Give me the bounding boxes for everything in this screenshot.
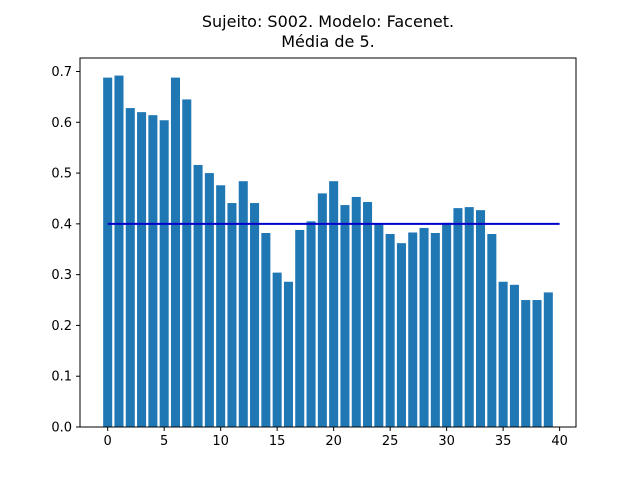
chart-title-line-2: Média de 5. bbox=[281, 32, 375, 51]
y-tick-label-0.5: 0.5 bbox=[51, 167, 72, 182]
x-tick-label-5: 5 bbox=[160, 434, 168, 449]
y-tick-label-0.6: 0.6 bbox=[51, 116, 72, 131]
x-tick-label-35: 35 bbox=[495, 434, 512, 449]
plot-frame bbox=[79, 57, 577, 428]
bar-25 bbox=[385, 234, 395, 427]
bar-8 bbox=[193, 164, 203, 428]
bar-27 bbox=[408, 232, 418, 427]
bar-19 bbox=[317, 193, 327, 427]
x-tick-label-15: 15 bbox=[269, 434, 286, 449]
bar-12 bbox=[238, 181, 248, 427]
bar-15 bbox=[272, 272, 282, 427]
bar-3 bbox=[137, 112, 147, 427]
bar-11 bbox=[227, 203, 237, 427]
x-tick-label-0: 0 bbox=[104, 434, 112, 449]
bar-13 bbox=[250, 203, 260, 427]
axes-layer bbox=[79, 57, 577, 428]
bar-21 bbox=[340, 205, 350, 427]
bar-5 bbox=[159, 120, 169, 427]
bar-35 bbox=[498, 281, 508, 427]
bar-32 bbox=[464, 207, 474, 427]
chart-title-line-1: Sujeito: S002. Modelo: Facenet. bbox=[201, 12, 455, 31]
bar-39 bbox=[543, 292, 553, 427]
bar-6 bbox=[170, 77, 180, 427]
bar-17 bbox=[295, 229, 305, 427]
bar-7 bbox=[182, 99, 192, 428]
bar-24 bbox=[374, 224, 384, 427]
ticks-layer: 0 5 10 15 20 25 30 35 40 0.0 0.1 0.2 0.3 0.4 0.5 0.6 0.7 bbox=[51, 65, 568, 449]
bar-4 bbox=[148, 115, 158, 427]
bar-23 bbox=[363, 202, 373, 427]
x-tick-label-10: 10 bbox=[212, 434, 229, 449]
bar-31 bbox=[453, 208, 463, 427]
bar-33 bbox=[476, 210, 486, 427]
bar-2 bbox=[125, 108, 135, 428]
bar-18 bbox=[306, 221, 316, 427]
y-tick-label-0.7: 0.7 bbox=[51, 65, 72, 80]
bar-0 bbox=[103, 77, 113, 427]
chart-title: Sujeito: S002. Modelo: Facenet. Média de… bbox=[0, 12, 640, 52]
bar-20 bbox=[329, 181, 339, 427]
bar-10 bbox=[216, 185, 226, 427]
x-tick-label-20: 20 bbox=[325, 434, 342, 449]
x-tick-label-40: 40 bbox=[551, 434, 568, 449]
bars-layer bbox=[103, 75, 553, 428]
x-tick-label-30: 30 bbox=[438, 434, 455, 449]
bar-9 bbox=[204, 173, 214, 427]
bar-14 bbox=[261, 233, 271, 427]
y-tick-label-0.3: 0.3 bbox=[51, 268, 72, 283]
bar-22 bbox=[351, 196, 361, 427]
x-tick-label-25: 25 bbox=[382, 434, 399, 449]
bar-28 bbox=[419, 227, 429, 427]
bar-30 bbox=[442, 222, 452, 427]
bar-16 bbox=[283, 281, 293, 427]
bar-1 bbox=[114, 75, 124, 428]
bar-34 bbox=[487, 234, 497, 427]
y-tick-label-0.2: 0.2 bbox=[51, 319, 72, 334]
bar-37 bbox=[521, 300, 531, 427]
y-tick-label-0.1: 0.1 bbox=[51, 370, 72, 385]
bar-36 bbox=[509, 284, 519, 427]
bar-29 bbox=[430, 233, 440, 427]
bar-26 bbox=[396, 243, 406, 427]
bar-38 bbox=[532, 300, 542, 427]
y-tick-label-0.4: 0.4 bbox=[51, 217, 72, 232]
y-tick-label-0.0: 0.0 bbox=[51, 421, 72, 436]
